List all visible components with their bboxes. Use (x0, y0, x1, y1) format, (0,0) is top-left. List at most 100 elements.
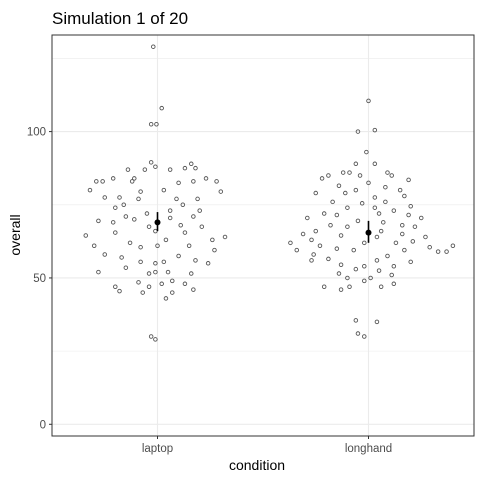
data-point-laptop (191, 214, 196, 219)
data-point-laptop (146, 271, 152, 276)
data-point-longhand (412, 224, 418, 229)
data-point-longhand (408, 259, 413, 265)
data-point-laptop (167, 208, 173, 213)
data-point-longhand (321, 284, 327, 289)
data-point-longhand (372, 195, 378, 200)
data-point-laptop (121, 202, 126, 208)
data-point-laptop (193, 165, 198, 171)
data-point-laptop (153, 269, 158, 275)
data-point-longhand (309, 258, 314, 263)
panel-background (52, 35, 474, 436)
data-point-laptop (83, 233, 89, 238)
data-point-longhand (319, 176, 325, 181)
data-point-laptop (222, 234, 228, 240)
data-point-laptop (214, 179, 219, 184)
data-point-laptop (123, 214, 129, 219)
data-point-longhand (402, 193, 407, 199)
data-point-laptop (96, 269, 101, 275)
data-point-longhand (353, 266, 359, 272)
data-point-laptop (100, 179, 105, 184)
data-point-longhand (362, 240, 367, 246)
data-point-laptop (170, 278, 175, 284)
data-point-longhand (374, 319, 380, 325)
data-point-longhand (408, 203, 413, 209)
data-point-laptop (136, 280, 141, 285)
x-axis: laptop longhand (142, 436, 392, 455)
summary-layer (154, 212, 372, 243)
data-point-longhand (378, 228, 384, 234)
data-point-longhand (383, 199, 388, 205)
data-point-laptop (167, 215, 173, 221)
data-point-laptop (155, 243, 160, 248)
data-point-longhand (317, 243, 323, 248)
data-point-longhand (374, 258, 380, 263)
data-point-laptop (205, 261, 211, 266)
data-point-longhand (338, 262, 344, 268)
data-point-longhand (362, 263, 367, 269)
data-point-longhand (366, 180, 371, 186)
data-point-longhand (393, 240, 399, 246)
data-point-longhand (357, 173, 363, 178)
chart-title: Simulation 1 of 20 (52, 9, 188, 28)
y-axis: 0 50 100 (27, 127, 52, 431)
data-point-laptop (148, 334, 154, 339)
data-point-longhand (345, 275, 350, 281)
data-point-laptop (136, 196, 141, 202)
data-point-laptop (176, 253, 181, 259)
mean-point-longhand (365, 229, 372, 236)
data-point-laptop (123, 265, 129, 270)
data-point-laptop (218, 189, 224, 194)
data-point-longhand (355, 218, 361, 224)
data-point-longhand (389, 272, 394, 278)
data-point-longhand (338, 287, 344, 292)
data-point-longhand (334, 246, 340, 251)
data-point-longhand (400, 231, 405, 237)
data-point-laptop (140, 290, 145, 295)
data-point-laptop (129, 179, 135, 184)
data-point-longhand (338, 233, 344, 238)
data-point-longhand (311, 252, 316, 257)
data-point-laptop (195, 196, 200, 202)
data-point-laptop (142, 167, 148, 172)
data-point-laptop (144, 211, 150, 216)
data-point-laptop (174, 196, 179, 202)
data-point-longhand (381, 220, 386, 225)
data-point-longhand (435, 249, 441, 254)
y-tick-label: 50 (33, 273, 46, 285)
data-point-longhand (326, 173, 331, 178)
data-point-laptop (113, 230, 118, 235)
data-point-laptop (148, 160, 154, 165)
data-point-laptop (163, 296, 169, 301)
data-point-longhand (355, 129, 361, 134)
data-point-longhand (400, 223, 405, 228)
data-point-laptop (182, 230, 188, 235)
data-point-laptop (113, 284, 118, 289)
data-point-longhand (336, 183, 342, 188)
data-point-longhand (385, 253, 390, 259)
x-tick-label-laptop: laptop (142, 443, 173, 455)
data-point-longhand (389, 173, 394, 178)
data-point-longhand (288, 240, 293, 246)
data-point-laptop (148, 122, 154, 127)
data-point-laptop (117, 195, 122, 200)
data-point-longhand (444, 249, 449, 254)
data-point-longhand (321, 211, 327, 216)
data-point-longhand (406, 212, 411, 218)
data-point-laptop (138, 244, 143, 250)
mean-point-laptop (154, 219, 161, 226)
data-point-longhand (347, 284, 352, 289)
data-point-laptop (96, 218, 101, 224)
data-point-laptop (199, 224, 205, 229)
plot-panel (51, 34, 475, 437)
data-point-longhand (368, 275, 373, 281)
data-point-longhand (313, 190, 319, 196)
data-point-laptop (193, 258, 198, 263)
data-point-longhand (345, 205, 350, 210)
data-point-laptop (182, 281, 188, 287)
data-point-laptop (87, 187, 93, 193)
data-point-laptop (210, 237, 215, 243)
data-point-laptop (159, 105, 164, 111)
data-point-laptop (180, 202, 186, 208)
data-point-laptop (132, 176, 137, 181)
data-point-longhand (427, 244, 432, 250)
